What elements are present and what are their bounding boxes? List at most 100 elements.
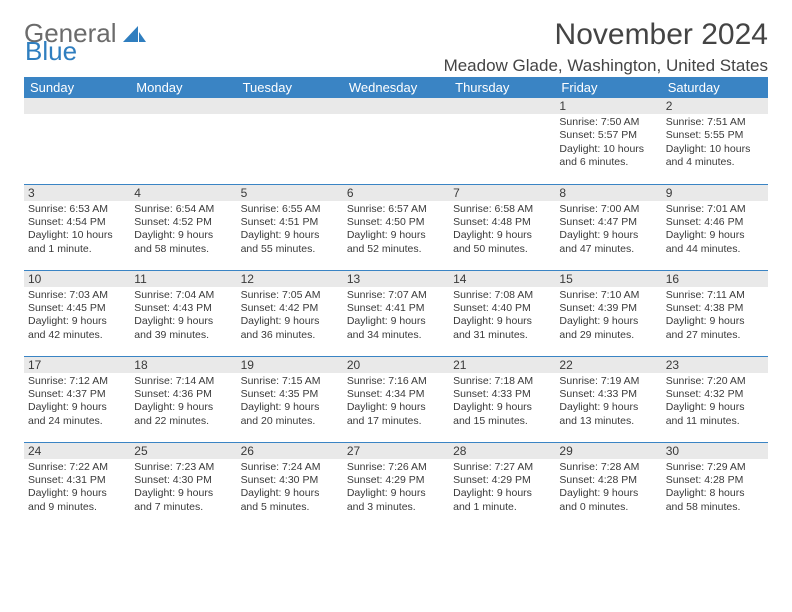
- day-number: 20: [343, 357, 449, 373]
- day-details: Sunrise: 7:04 AMSunset: 4:43 PMDaylight:…: [130, 287, 236, 347]
- sunrise-text: Sunrise: 7:24 AM: [241, 461, 339, 474]
- day-details: Sunrise: 7:07 AMSunset: 4:41 PMDaylight:…: [343, 287, 449, 347]
- sunset-text: Sunset: 4:48 PM: [453, 216, 551, 229]
- calendar-day-cell: 16Sunrise: 7:11 AMSunset: 4:38 PMDayligh…: [662, 270, 768, 356]
- sunset-text: Sunset: 4:32 PM: [666, 388, 764, 401]
- calendar-week-row: 24Sunrise: 7:22 AMSunset: 4:31 PMDayligh…: [24, 442, 768, 528]
- day-number: 16: [662, 271, 768, 287]
- calendar-day-cell: [449, 98, 555, 184]
- daylight-text: Daylight: 10 hours and 1 minute.: [28, 229, 126, 256]
- day-details: Sunrise: 7:10 AMSunset: 4:39 PMDaylight:…: [555, 287, 661, 347]
- daylight-text: Daylight: 9 hours and 1 minute.: [453, 487, 551, 514]
- calendar-week-row: 1Sunrise: 7:50 AMSunset: 5:57 PMDaylight…: [24, 98, 768, 184]
- calendar-day-cell: [24, 98, 130, 184]
- sunrise-text: Sunrise: 7:27 AM: [453, 461, 551, 474]
- day-number: 21: [449, 357, 555, 373]
- day-details: Sunrise: 7:50 AMSunset: 5:57 PMDaylight:…: [555, 114, 661, 174]
- weekday-header: Friday: [555, 77, 661, 98]
- sunset-text: Sunset: 4:31 PM: [28, 474, 126, 487]
- calendar-day-cell: 22Sunrise: 7:19 AMSunset: 4:33 PMDayligh…: [555, 356, 661, 442]
- calendar-day-cell: 18Sunrise: 7:14 AMSunset: 4:36 PMDayligh…: [130, 356, 236, 442]
- weekday-header: Tuesday: [237, 77, 343, 98]
- calendar-day-cell: 29Sunrise: 7:28 AMSunset: 4:28 PMDayligh…: [555, 442, 661, 528]
- sunset-text: Sunset: 5:57 PM: [559, 129, 657, 142]
- sunrise-text: Sunrise: 7:04 AM: [134, 289, 232, 302]
- sunrise-text: Sunrise: 7:29 AM: [666, 461, 764, 474]
- calendar-week-row: 17Sunrise: 7:12 AMSunset: 4:37 PMDayligh…: [24, 356, 768, 442]
- sunset-text: Sunset: 4:29 PM: [453, 474, 551, 487]
- daylight-text: Daylight: 9 hours and 5 minutes.: [241, 487, 339, 514]
- daylight-text: Daylight: 9 hours and 20 minutes.: [241, 401, 339, 428]
- sunset-text: Sunset: 4:28 PM: [559, 474, 657, 487]
- calendar-day-cell: [343, 98, 449, 184]
- sunset-text: Sunset: 4:45 PM: [28, 302, 126, 315]
- sunrise-text: Sunrise: 7:16 AM: [347, 375, 445, 388]
- sunrise-text: Sunrise: 7:50 AM: [559, 116, 657, 129]
- sunset-text: Sunset: 4:30 PM: [241, 474, 339, 487]
- day-number: 13: [343, 271, 449, 287]
- daylight-text: Daylight: 9 hours and 7 minutes.: [134, 487, 232, 514]
- sunset-text: Sunset: 4:50 PM: [347, 216, 445, 229]
- daylight-text: Daylight: 9 hours and 13 minutes.: [559, 401, 657, 428]
- day-number: [449, 98, 555, 114]
- day-details: Sunrise: 7:22 AMSunset: 4:31 PMDaylight:…: [24, 459, 130, 519]
- sunset-text: Sunset: 4:47 PM: [559, 216, 657, 229]
- day-details: Sunrise: 6:53 AMSunset: 4:54 PMDaylight:…: [24, 201, 130, 261]
- daylight-text: Daylight: 9 hours and 50 minutes.: [453, 229, 551, 256]
- calendar-day-cell: 13Sunrise: 7:07 AMSunset: 4:41 PMDayligh…: [343, 270, 449, 356]
- day-details: Sunrise: 7:20 AMSunset: 4:32 PMDaylight:…: [662, 373, 768, 433]
- calendar-day-cell: 26Sunrise: 7:24 AMSunset: 4:30 PMDayligh…: [237, 442, 343, 528]
- day-number: [343, 98, 449, 114]
- sunrise-text: Sunrise: 6:53 AM: [28, 203, 126, 216]
- day-details: Sunrise: 7:15 AMSunset: 4:35 PMDaylight:…: [237, 373, 343, 433]
- day-number: 28: [449, 443, 555, 459]
- day-number: 23: [662, 357, 768, 373]
- month-title: November 2024: [444, 18, 768, 52]
- calendar-day-cell: 11Sunrise: 7:04 AMSunset: 4:43 PMDayligh…: [130, 270, 236, 356]
- day-number: 24: [24, 443, 130, 459]
- sunrise-text: Sunrise: 7:26 AM: [347, 461, 445, 474]
- daylight-text: Daylight: 9 hours and 24 minutes.: [28, 401, 126, 428]
- day-number: 15: [555, 271, 661, 287]
- day-number: 29: [555, 443, 661, 459]
- daylight-text: Daylight: 9 hours and 27 minutes.: [666, 315, 764, 342]
- day-number: 5: [237, 185, 343, 201]
- day-details: Sunrise: 7:28 AMSunset: 4:28 PMDaylight:…: [555, 459, 661, 519]
- day-details: Sunrise: 7:01 AMSunset: 4:46 PMDaylight:…: [662, 201, 768, 261]
- daylight-text: Daylight: 9 hours and 22 minutes.: [134, 401, 232, 428]
- calendar-day-cell: 3Sunrise: 6:53 AMSunset: 4:54 PMDaylight…: [24, 184, 130, 270]
- day-details: Sunrise: 7:24 AMSunset: 4:30 PMDaylight:…: [237, 459, 343, 519]
- daylight-text: Daylight: 9 hours and 9 minutes.: [28, 487, 126, 514]
- calendar-day-cell: 12Sunrise: 7:05 AMSunset: 4:42 PMDayligh…: [237, 270, 343, 356]
- sunrise-text: Sunrise: 6:57 AM: [347, 203, 445, 216]
- sunrise-text: Sunrise: 7:28 AM: [559, 461, 657, 474]
- sunset-text: Sunset: 4:37 PM: [28, 388, 126, 401]
- sunset-text: Sunset: 4:30 PM: [134, 474, 232, 487]
- calendar-day-cell: 6Sunrise: 6:57 AMSunset: 4:50 PMDaylight…: [343, 184, 449, 270]
- sunrise-text: Sunrise: 7:19 AM: [559, 375, 657, 388]
- day-number: 30: [662, 443, 768, 459]
- daylight-text: Daylight: 9 hours and 39 minutes.: [134, 315, 232, 342]
- sunrise-text: Sunrise: 7:22 AM: [28, 461, 126, 474]
- day-details: Sunrise: 7:51 AMSunset: 5:55 PMDaylight:…: [662, 114, 768, 174]
- sunrise-text: Sunrise: 7:07 AM: [347, 289, 445, 302]
- calendar-day-cell: 20Sunrise: 7:16 AMSunset: 4:34 PMDayligh…: [343, 356, 449, 442]
- calendar-day-cell: 14Sunrise: 7:08 AMSunset: 4:40 PMDayligh…: [449, 270, 555, 356]
- day-number: 26: [237, 443, 343, 459]
- calendar-day-cell: 21Sunrise: 7:18 AMSunset: 4:33 PMDayligh…: [449, 356, 555, 442]
- daylight-text: Daylight: 9 hours and 44 minutes.: [666, 229, 764, 256]
- sunset-text: Sunset: 5:55 PM: [666, 129, 764, 142]
- day-number: 4: [130, 185, 236, 201]
- day-number: 18: [130, 357, 236, 373]
- sunrise-text: Sunrise: 7:51 AM: [666, 116, 764, 129]
- weekday-header: Thursday: [449, 77, 555, 98]
- sunrise-text: Sunrise: 7:01 AM: [666, 203, 764, 216]
- daylight-text: Daylight: 9 hours and 58 minutes.: [134, 229, 232, 256]
- day-details: Sunrise: 7:23 AMSunset: 4:30 PMDaylight:…: [130, 459, 236, 519]
- calendar-day-cell: 17Sunrise: 7:12 AMSunset: 4:37 PMDayligh…: [24, 356, 130, 442]
- day-details: Sunrise: 7:29 AMSunset: 4:28 PMDaylight:…: [662, 459, 768, 519]
- day-details: Sunrise: 7:00 AMSunset: 4:47 PMDaylight:…: [555, 201, 661, 261]
- daylight-text: Daylight: 9 hours and 36 minutes.: [241, 315, 339, 342]
- daylight-text: Daylight: 9 hours and 42 minutes.: [28, 315, 126, 342]
- daylight-text: Daylight: 8 hours and 58 minutes.: [666, 487, 764, 514]
